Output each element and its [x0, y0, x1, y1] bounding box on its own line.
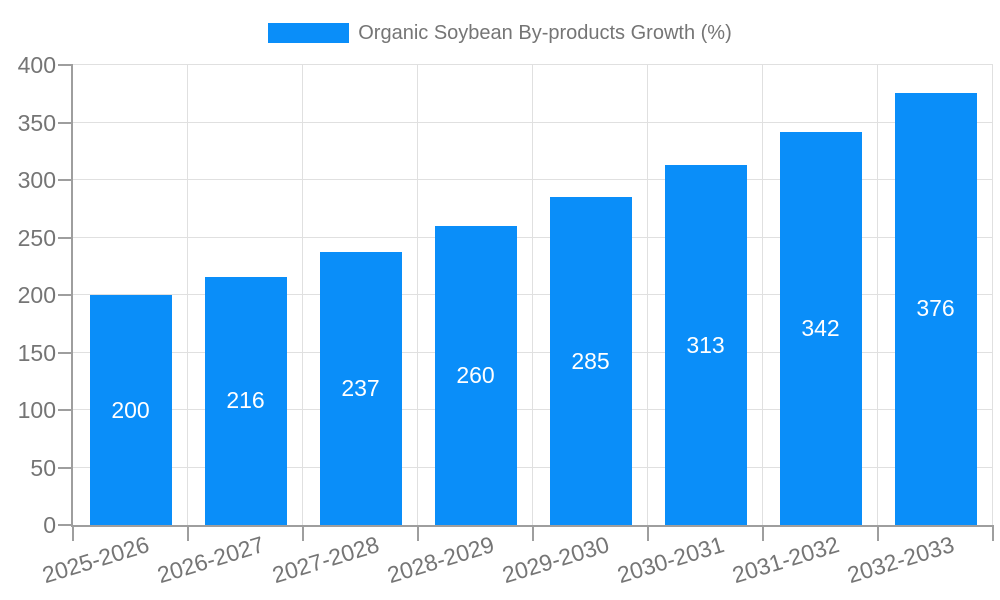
y-gridline — [73, 236, 993, 238]
x-axis-tick — [647, 525, 649, 541]
x-axis-tick-label: 2030-2031 — [613, 531, 727, 589]
x-axis-tick-label: 2027-2028 — [268, 531, 382, 589]
y-axis-tick — [58, 179, 73, 181]
x-axis-tick-label: 2032-2033 — [843, 531, 957, 589]
x-gridline — [187, 65, 188, 525]
legend-label: Organic Soybean By-products Growth (%) — [358, 21, 732, 44]
bar: 342 — [779, 131, 862, 525]
bar-value-label: 285 — [571, 347, 610, 374]
bar-value-label: 342 — [801, 314, 840, 341]
y-axis-tick-label: 150 — [17, 339, 56, 366]
x-axis-tick — [877, 525, 879, 541]
y-axis-tick — [58, 294, 73, 296]
y-axis-tick — [58, 121, 73, 124]
bar: 237 — [319, 252, 402, 525]
y-axis-tick-label: 100 — [17, 397, 56, 423]
y-axis-tick-label: 0 — [43, 512, 56, 538]
x-gridline — [647, 65, 648, 525]
x-axis-tick-label: 2028-2029 — [383, 531, 497, 589]
bar-value-label: 237 — [341, 375, 380, 402]
x-gridline — [417, 65, 418, 525]
y-gridline — [73, 64, 993, 65]
y-axis-tick-label: 300 — [17, 167, 56, 193]
y-axis-tick — [58, 409, 73, 411]
bar: 376 — [894, 92, 977, 525]
x-axis-tick-label: 2026-2027 — [153, 531, 267, 589]
y-gridline — [73, 294, 993, 295]
y-gridline — [73, 351, 993, 353]
x-axis-tick — [72, 525, 74, 541]
y-axis-tick — [58, 351, 73, 354]
x-axis-tick — [302, 525, 304, 541]
chart-legend: Organic Soybean By-products Growth (%) — [0, 21, 1000, 45]
x-axis-tick — [762, 525, 764, 541]
y-axis-tick — [58, 524, 73, 526]
bar-value-label: 216 — [226, 387, 265, 414]
y-gridline — [73, 179, 993, 180]
y-axis-tick-label: 50 — [30, 454, 56, 481]
bar: 260 — [434, 226, 517, 525]
y-axis-tick — [58, 236, 73, 239]
y-axis-tick — [58, 64, 73, 66]
bar: 216 — [204, 276, 287, 525]
y-axis-tick-label: 350 — [17, 109, 56, 136]
y-gridline — [73, 466, 993, 468]
x-axis-tick-label: 2029-2030 — [498, 531, 612, 589]
x-axis-tick — [992, 525, 994, 541]
y-axis-tick — [58, 466, 73, 469]
x-gridline — [532, 65, 533, 525]
y-axis-line — [71, 65, 73, 527]
y-gridline — [73, 121, 993, 123]
y-gridline — [73, 409, 993, 410]
y-axis-tick-label: 400 — [17, 52, 56, 78]
x-axis-line — [71, 525, 993, 527]
x-axis-tick — [532, 525, 534, 541]
x-gridline — [992, 65, 993, 525]
x-gridline — [762, 65, 763, 525]
x-axis-tick-label: 2025-2026 — [38, 531, 152, 589]
y-axis-tick-label: 250 — [17, 224, 56, 251]
bar-value-label: 200 — [111, 396, 150, 423]
bar-value-label: 376 — [916, 295, 955, 322]
bar: 200 — [89, 295, 172, 525]
x-axis-tick — [417, 525, 419, 541]
bar: 313 — [664, 165, 747, 525]
x-axis-tick — [187, 525, 189, 541]
bar-value-label: 260 — [456, 362, 495, 388]
x-gridline — [302, 65, 303, 525]
bar: 285 — [549, 197, 632, 525]
legend-swatch — [268, 23, 350, 43]
x-gridline — [877, 65, 878, 525]
bar-value-label: 313 — [686, 331, 725, 358]
x-axis-tick-label: 2031-2032 — [728, 531, 842, 589]
y-axis-tick-label: 200 — [17, 282, 56, 308]
